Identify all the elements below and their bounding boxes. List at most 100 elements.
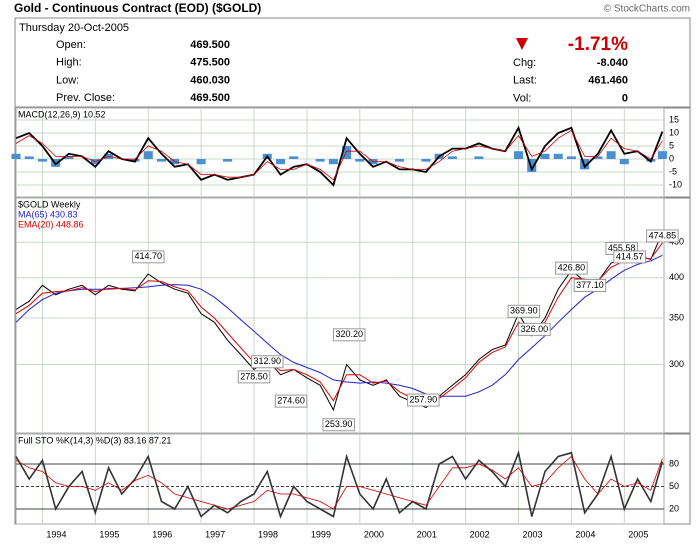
annotation-box	[250, 355, 284, 369]
annotation-box	[646, 229, 679, 243]
quote-value: 0	[622, 92, 628, 104]
y-tick-label: 15	[669, 114, 679, 124]
annotation-box	[507, 304, 541, 318]
histogram-bar	[37, 159, 47, 162]
y-tick-label: 5	[669, 140, 674, 150]
y-tick-label: 350	[669, 312, 684, 322]
histogram-bar	[328, 159, 338, 165]
annotation-box	[131, 250, 165, 264]
annotation-label: 278.50	[240, 371, 268, 381]
histogram-bar	[64, 156, 74, 160]
annotation-label: 369.90	[510, 306, 538, 316]
histogram-bar	[421, 159, 431, 162]
series-line	[15, 455, 663, 510]
annotation-box	[407, 393, 440, 407]
histogram-bar	[11, 153, 21, 160]
histogram-bar	[513, 151, 524, 160]
quote-label: Chg:	[513, 57, 536, 69]
quote-label: Vol:	[513, 92, 531, 104]
histogram-bar	[394, 159, 405, 162]
annotation-label: 274.60	[277, 396, 305, 406]
histogram-bar	[593, 156, 603, 160]
annotation-box	[274, 394, 308, 408]
series-line	[15, 125, 664, 187]
y-tick-label: 20	[669, 503, 679, 513]
histogram-bar	[289, 156, 299, 160]
quote-label: Open:	[56, 39, 86, 51]
x-tick-label: 1997	[205, 529, 225, 539]
annotation-label: 253.90	[325, 419, 353, 429]
x-tick-label: 2002	[470, 529, 490, 539]
annotation-box	[613, 250, 646, 264]
annotation-label: 326.00	[521, 324, 549, 334]
quote-value: 469.500	[190, 92, 230, 104]
histogram-bar	[355, 159, 365, 162]
annotation-box	[322, 418, 355, 432]
annotation-label: 414.70	[134, 251, 162, 261]
annotation-box	[555, 261, 588, 275]
quote-value: 475.500	[190, 57, 230, 69]
y-tick-label: 0	[669, 153, 674, 163]
histogram-bar	[606, 151, 616, 160]
annotation-label: 455.58	[608, 243, 636, 253]
histogram-bar	[540, 153, 550, 160]
histogram-bar	[619, 159, 629, 165]
histogram-bar	[566, 156, 576, 160]
plot-area	[15, 197, 665, 434]
down-arrow	[516, 38, 528, 50]
y-tick-label: 400	[669, 272, 684, 282]
annotation-box	[518, 322, 551, 336]
x-tick-label: 2004	[575, 529, 595, 539]
histogram-bar	[553, 153, 563, 160]
y-tick-label: 50	[669, 481, 679, 491]
legend-entry: $GOLD Weekly	[18, 199, 81, 209]
quote-value: 461.460	[588, 75, 628, 87]
series-line	[15, 129, 663, 181]
x-tick-label: 1994	[46, 529, 66, 539]
panel-title: Full STO %K(14,3) %D(3) 83.16 87.21	[18, 435, 171, 445]
y-tick-label: -10	[669, 179, 682, 189]
annotation-label: 257.90	[410, 394, 438, 404]
legend-entry: MA(65) 430.83	[18, 209, 78, 219]
histogram-bar	[315, 159, 325, 162]
panel-title: MACD(12,26,9) 10.52	[18, 109, 106, 119]
y-tick-label: 10	[669, 127, 679, 137]
series-line	[15, 242, 663, 406]
annotation-box	[332, 328, 366, 342]
annotation-label: 377.10	[576, 280, 604, 290]
quote-box	[14, 17, 691, 108]
annotation-label: 414.57	[616, 251, 644, 261]
plot-area	[15, 433, 665, 525]
annotation-box	[237, 370, 271, 384]
histogram-bar	[342, 145, 352, 160]
histogram-bar	[657, 151, 667, 160]
y-tick-label: 80	[669, 458, 679, 468]
chart-title: Gold - Continuous Contract (EOD) ($GOLD)	[14, 1, 261, 15]
quote-value: -8.040	[597, 57, 628, 69]
x-tick-label: 1996	[152, 529, 172, 539]
annotation-box	[573, 278, 607, 292]
histogram-bar	[196, 159, 206, 165]
x-tick-label: 2000	[364, 529, 384, 539]
histogram-bar	[474, 156, 484, 160]
quote-label: High:	[56, 57, 82, 69]
x-tick-label: 2003	[523, 529, 543, 539]
quote-label: Low:	[56, 74, 79, 86]
date: Thursday 20-Oct-2005	[19, 22, 129, 34]
x-tick-label: 1999	[311, 529, 331, 539]
y-tick-label: -5	[669, 166, 677, 176]
annotation-label: 312.90	[253, 356, 281, 366]
y-tick-label: 300	[669, 359, 684, 369]
legend-entry: EMA(20) 448.86	[18, 219, 84, 229]
x-tick-label: 1998	[258, 529, 278, 539]
annotation-label: 474.85	[649, 230, 677, 240]
histogram-bar	[143, 151, 153, 160]
x-tick-label: 1995	[99, 529, 119, 539]
quote-label: Prev. Close:	[56, 92, 115, 104]
annotation-label: 426.80	[558, 263, 586, 273]
quote-label: Last:	[513, 75, 537, 87]
plot-area	[15, 107, 665, 198]
histogram-bar	[527, 159, 537, 173]
histogram-bar	[275, 159, 286, 165]
histogram-bar	[447, 156, 457, 160]
